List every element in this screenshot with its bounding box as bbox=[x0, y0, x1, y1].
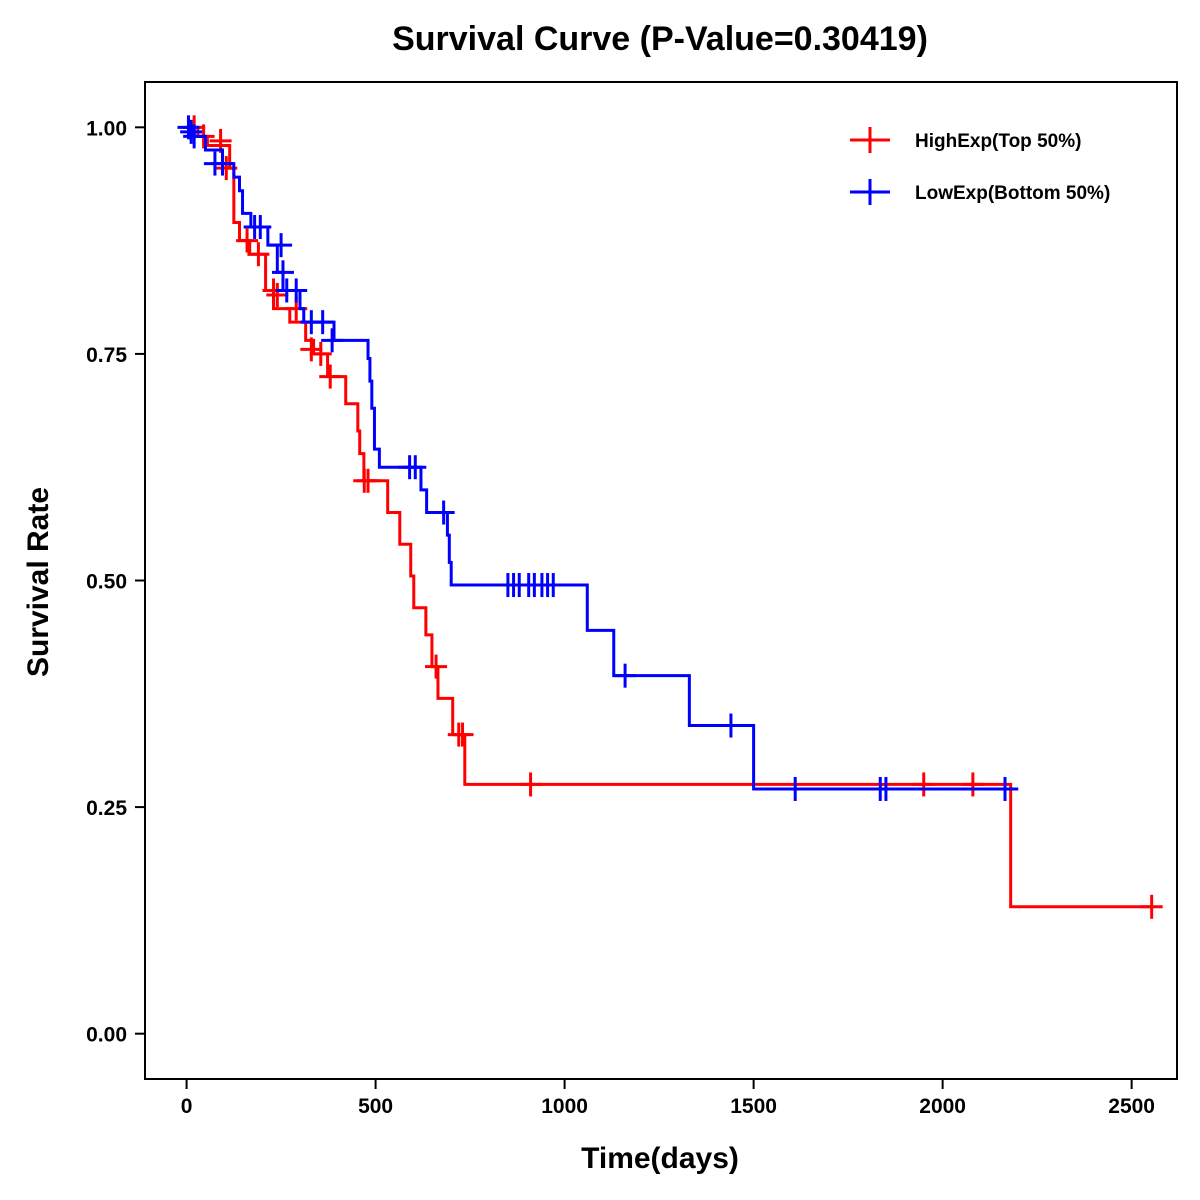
censor-mark-lowexp bbox=[285, 278, 308, 303]
legend: HighExp(Top 50%) LowExp(Bottom 50%) bbox=[850, 127, 1110, 205]
y-tick-label: 0.50 bbox=[86, 571, 127, 594]
y-tick-label: 0.00 bbox=[86, 1024, 127, 1047]
censor-mark-lowexp bbox=[404, 455, 427, 480]
survival-curve-lowexp bbox=[186, 125, 1019, 791]
legend-item-lowexp: LowExp(Bottom 50%) bbox=[850, 179, 1110, 205]
y-tick-label: 0.25 bbox=[86, 797, 127, 820]
censor-mark-lowexp bbox=[183, 124, 206, 149]
x-tick-label: 2500 bbox=[1108, 1095, 1155, 1118]
censor-mark-lowexp bbox=[784, 776, 807, 801]
censor-mark-highexp bbox=[309, 341, 332, 366]
x-tick-label: 500 bbox=[358, 1095, 393, 1118]
y-axis-label: Survival Rate bbox=[22, 487, 55, 677]
y-axis: 0.00 0.25 0.50 0.75 1.00 bbox=[86, 117, 145, 1047]
censor-mark-lowexp bbox=[249, 215, 272, 240]
legend-lowexp-label: LowExp(Bottom 50%) bbox=[915, 183, 1110, 204]
censor-mark-highexp bbox=[357, 468, 380, 493]
x-axis: 0 500 1000 1500 2000 2500 bbox=[181, 1079, 1155, 1118]
censor-mark-lowexp bbox=[321, 328, 344, 353]
censor-mark-lowexp bbox=[311, 310, 334, 335]
censor-mark-highexp bbox=[961, 772, 984, 797]
legend-highexp-label: HighExp(Top 50%) bbox=[915, 131, 1081, 152]
censor-mark-highexp bbox=[319, 364, 342, 389]
curves-group bbox=[177, 115, 1163, 919]
chart-title: Survival Curve (P-Value=0.30419) bbox=[392, 20, 928, 58]
censor-mark-highexp bbox=[300, 337, 323, 362]
censor-mark-lowexp bbox=[994, 776, 1016, 801]
censor-mark-highexp bbox=[1140, 894, 1163, 919]
censor-mark-highexp bbox=[247, 242, 270, 267]
plot-frame bbox=[144, 81, 1178, 1080]
x-axis-label: Time(days) bbox=[581, 1142, 739, 1175]
y-tick-label: 0.75 bbox=[86, 344, 127, 367]
censor-mark-lowexp bbox=[432, 500, 455, 525]
censor-mark-lowexp bbox=[542, 573, 565, 598]
censor-mark-lowexp bbox=[614, 663, 637, 688]
censor-mark-highexp bbox=[425, 654, 448, 679]
censor-mark-lowexp bbox=[270, 233, 293, 258]
censor-mark-highexp bbox=[451, 722, 474, 747]
censor-mark-highexp bbox=[236, 228, 259, 253]
censor-mark-lowexp bbox=[271, 260, 294, 285]
censor-mark-highexp bbox=[266, 282, 289, 307]
x-tick-label: 2000 bbox=[919, 1095, 966, 1118]
censor-mark-lowexp bbox=[719, 713, 742, 738]
y-tick-label: 1.00 bbox=[86, 117, 127, 140]
censor-mark-highexp bbox=[519, 772, 542, 797]
x-tick-label: 1500 bbox=[730, 1095, 777, 1118]
censor-mark-lowexp bbox=[180, 119, 203, 144]
x-tick-label: 0 bbox=[181, 1095, 193, 1118]
legend-item-highexp: HighExp(Top 50%) bbox=[850, 127, 1081, 153]
censor-mark-lowexp bbox=[874, 776, 897, 801]
censor-mark-lowexp bbox=[211, 151, 234, 176]
censor-mark-highexp bbox=[912, 772, 935, 797]
x-tick-label: 1000 bbox=[541, 1095, 588, 1118]
